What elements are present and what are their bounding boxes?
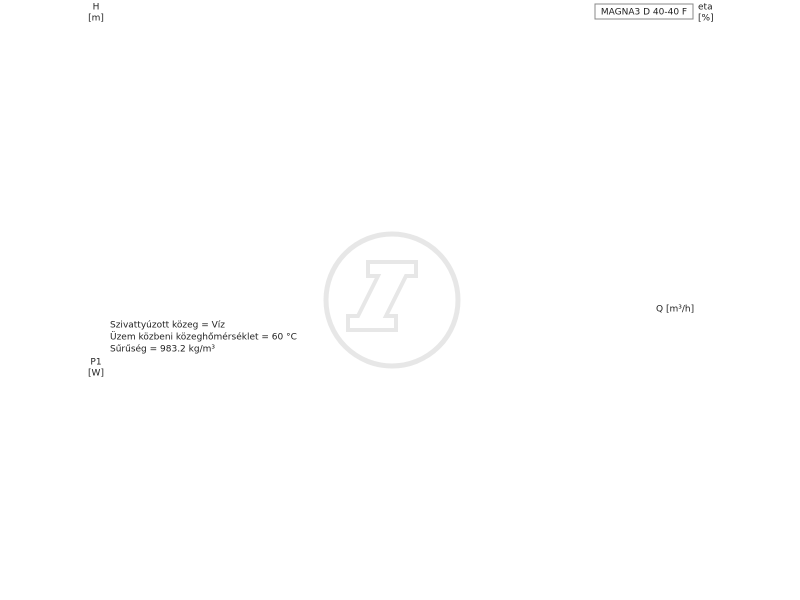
chart-title: MAGNA3 D 40-40 F [601, 8, 687, 18]
title-box [594, 3, 694, 20]
x-axis-label: Q [m³/h] [656, 305, 694, 315]
y-axis-unit: [W] [88, 369, 104, 379]
note: Szivattyúzott közeg = Víz [110, 321, 225, 331]
y-axis-label: P1 [90, 358, 101, 368]
note: Sűrűség = 983.2 kg/m³ [110, 344, 215, 355]
watermark [323, 231, 461, 369]
y-axis-unit: [m] [88, 14, 104, 24]
y-axis-label: H [93, 3, 100, 13]
y2-axis-label: eta [698, 3, 713, 13]
watermark-ring [323, 231, 461, 369]
note: Üzem közbeni közeghőmérséklet = 60 °C [110, 332, 297, 343]
y2-axis-unit: [%] [698, 14, 714, 24]
watermark-logo [346, 260, 418, 332]
